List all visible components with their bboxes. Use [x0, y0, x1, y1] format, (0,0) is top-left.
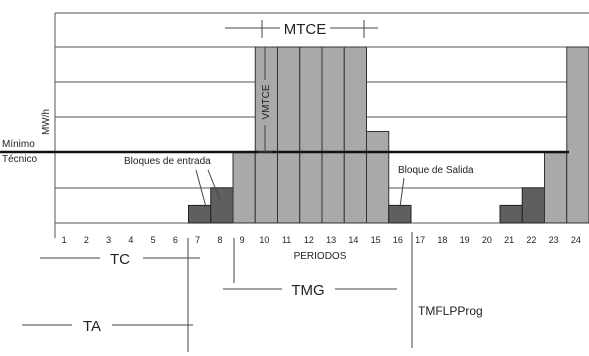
minimo-tecnico-label-line2: Técnico	[2, 154, 37, 165]
period-ticks: 1 2 3 4 5 6 7 8 9 10 11 12 13 14 15 16 17 18 19 20 21 22 23 24	[62, 235, 581, 245]
bloques-entrada-label: Bloques de entrada	[124, 156, 211, 167]
block-period-12	[299, 46, 323, 224]
bloque-salida-callout: Bloque de Salida	[398, 165, 474, 208]
tmg-label: TMG	[291, 282, 324, 299]
block-period-23	[544, 152, 568, 224]
bloque-salida-label: Bloque de Salida	[398, 165, 474, 176]
block-period-11	[277, 46, 301, 224]
block-period-14	[343, 46, 367, 224]
block-period-15	[366, 130, 390, 224]
period-tick-label: 2	[84, 235, 89, 245]
tmg-bracket: TMG	[223, 282, 397, 299]
block-period-16	[388, 204, 412, 224]
period-tick-label: 5	[151, 235, 156, 245]
period-tick-label: 19	[460, 235, 470, 245]
period-tick-label: 11	[282, 235, 291, 245]
phase-separators	[187, 232, 413, 352]
tc-label: TC	[110, 251, 130, 268]
period-tick-label: 16	[393, 235, 403, 245]
period-tick-label: 22	[526, 235, 536, 245]
period-tick-label: 8	[217, 235, 222, 245]
block-period-10	[254, 46, 278, 224]
period-tick-label: 14	[348, 235, 358, 245]
block-period-7	[188, 204, 212, 224]
tmflpprog-label: TMFLPProg	[418, 304, 483, 318]
bloques-entrada-callout: Bloques de entrada	[124, 156, 221, 208]
x-axis-label: PERIODOS	[294, 251, 347, 262]
period-tick-label: 17	[415, 235, 425, 245]
period-tick-label: 1	[62, 235, 67, 245]
period-tick-label: 13	[326, 235, 336, 245]
tc-bracket: TC	[40, 251, 200, 268]
period-tick-label: 4	[128, 235, 133, 245]
mtce-label: MTCE	[284, 21, 327, 38]
mtce-bracket: MTCE	[225, 20, 378, 38]
period-tick-label: 12	[304, 235, 314, 245]
vmtce-label: VMTCE	[261, 84, 272, 119]
block-period-8	[210, 187, 234, 224]
period-tick-label: 15	[371, 235, 381, 245]
period-tick-label: 7	[195, 235, 200, 245]
period-tick-label: 23	[549, 235, 559, 245]
block-period-24	[566, 46, 589, 224]
period-tick-label: 18	[437, 235, 447, 245]
generation-blocks	[188, 46, 589, 224]
y-axis-label: MW/h	[41, 109, 52, 135]
ta-label: TA	[83, 318, 101, 335]
ta-bracket: TA	[22, 318, 193, 335]
block-period-13	[321, 46, 345, 224]
period-tick-label: 21	[504, 235, 514, 245]
period-tick-label: 20	[482, 235, 492, 245]
period-tick-label: 24	[571, 235, 581, 245]
block-period-9	[232, 152, 256, 224]
minimo-tecnico-label-line1: Mínimo	[2, 139, 35, 150]
vmtce-bracket: VMTCE	[258, 46, 272, 153]
period-tick-label: 6	[173, 235, 178, 245]
period-tick-label: 10	[259, 235, 269, 245]
block-period-22	[521, 187, 545, 224]
period-tick-label: 9	[240, 235, 245, 245]
period-tick-label: 3	[106, 235, 111, 245]
block-period-21	[499, 204, 523, 224]
